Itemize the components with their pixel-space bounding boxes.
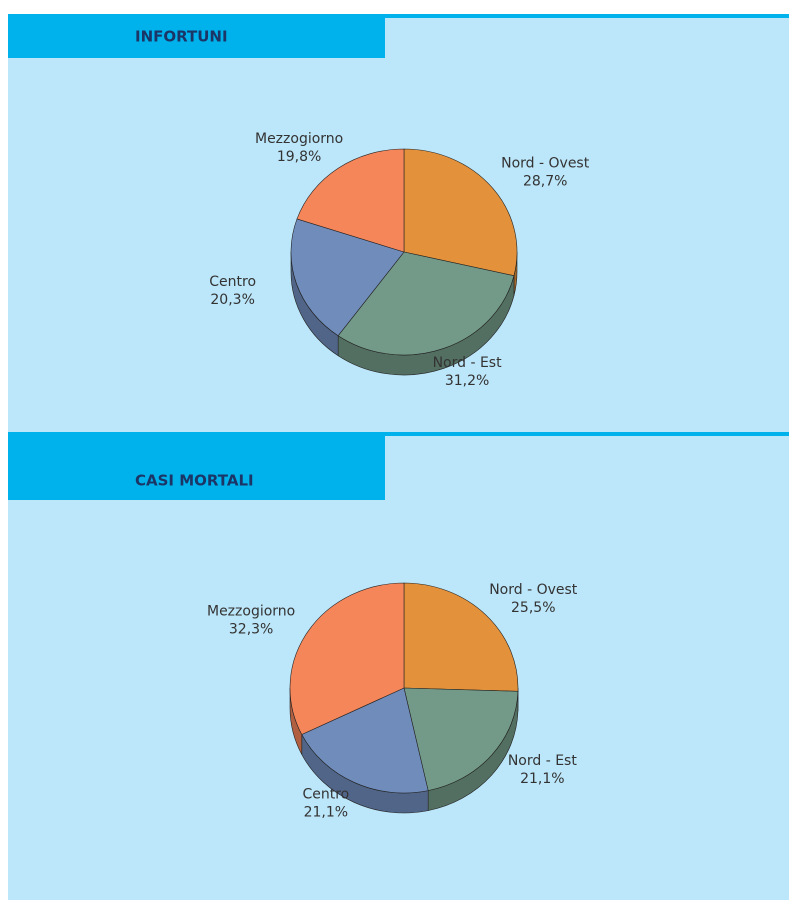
pie-slice xyxy=(290,218,405,337)
slice-label: Mezzogiorno xyxy=(207,603,295,619)
slice-label: Nord - Est xyxy=(508,753,578,769)
slice-value: 21,1% xyxy=(520,771,564,787)
slice-value: 20,3% xyxy=(210,292,254,308)
chart-title: CASI MORTALI xyxy=(135,472,254,490)
slice-value: 25,5% xyxy=(511,600,555,616)
pie-slice xyxy=(403,582,519,692)
slice-label: Mezzogiorno xyxy=(255,131,343,147)
slice-label: Centro xyxy=(302,786,349,802)
slice-value: 32,3% xyxy=(229,621,273,637)
pie-slice xyxy=(403,687,519,791)
panel-band xyxy=(8,432,789,436)
slice-label: Nord - Est xyxy=(433,355,503,371)
slice-value: 31,2% xyxy=(445,373,489,389)
pie-slice xyxy=(403,148,518,277)
panel-band xyxy=(8,14,789,18)
panel-tab xyxy=(8,14,385,58)
pie-slice xyxy=(301,687,429,794)
slice-value: 19,8% xyxy=(277,149,321,165)
slice-value: 28,7% xyxy=(523,174,567,190)
slice-label: Nord - Ovest xyxy=(489,582,578,598)
slice-label: Centro xyxy=(209,274,256,290)
pie-slice xyxy=(289,582,405,735)
slice-value: 21,1% xyxy=(304,804,348,820)
pie-slice xyxy=(296,148,405,253)
panel-tab xyxy=(8,432,385,500)
slice-label: Nord - Ovest xyxy=(501,156,590,172)
pie-slice xyxy=(337,251,515,356)
chart-title: INFORTUNI xyxy=(135,28,228,46)
